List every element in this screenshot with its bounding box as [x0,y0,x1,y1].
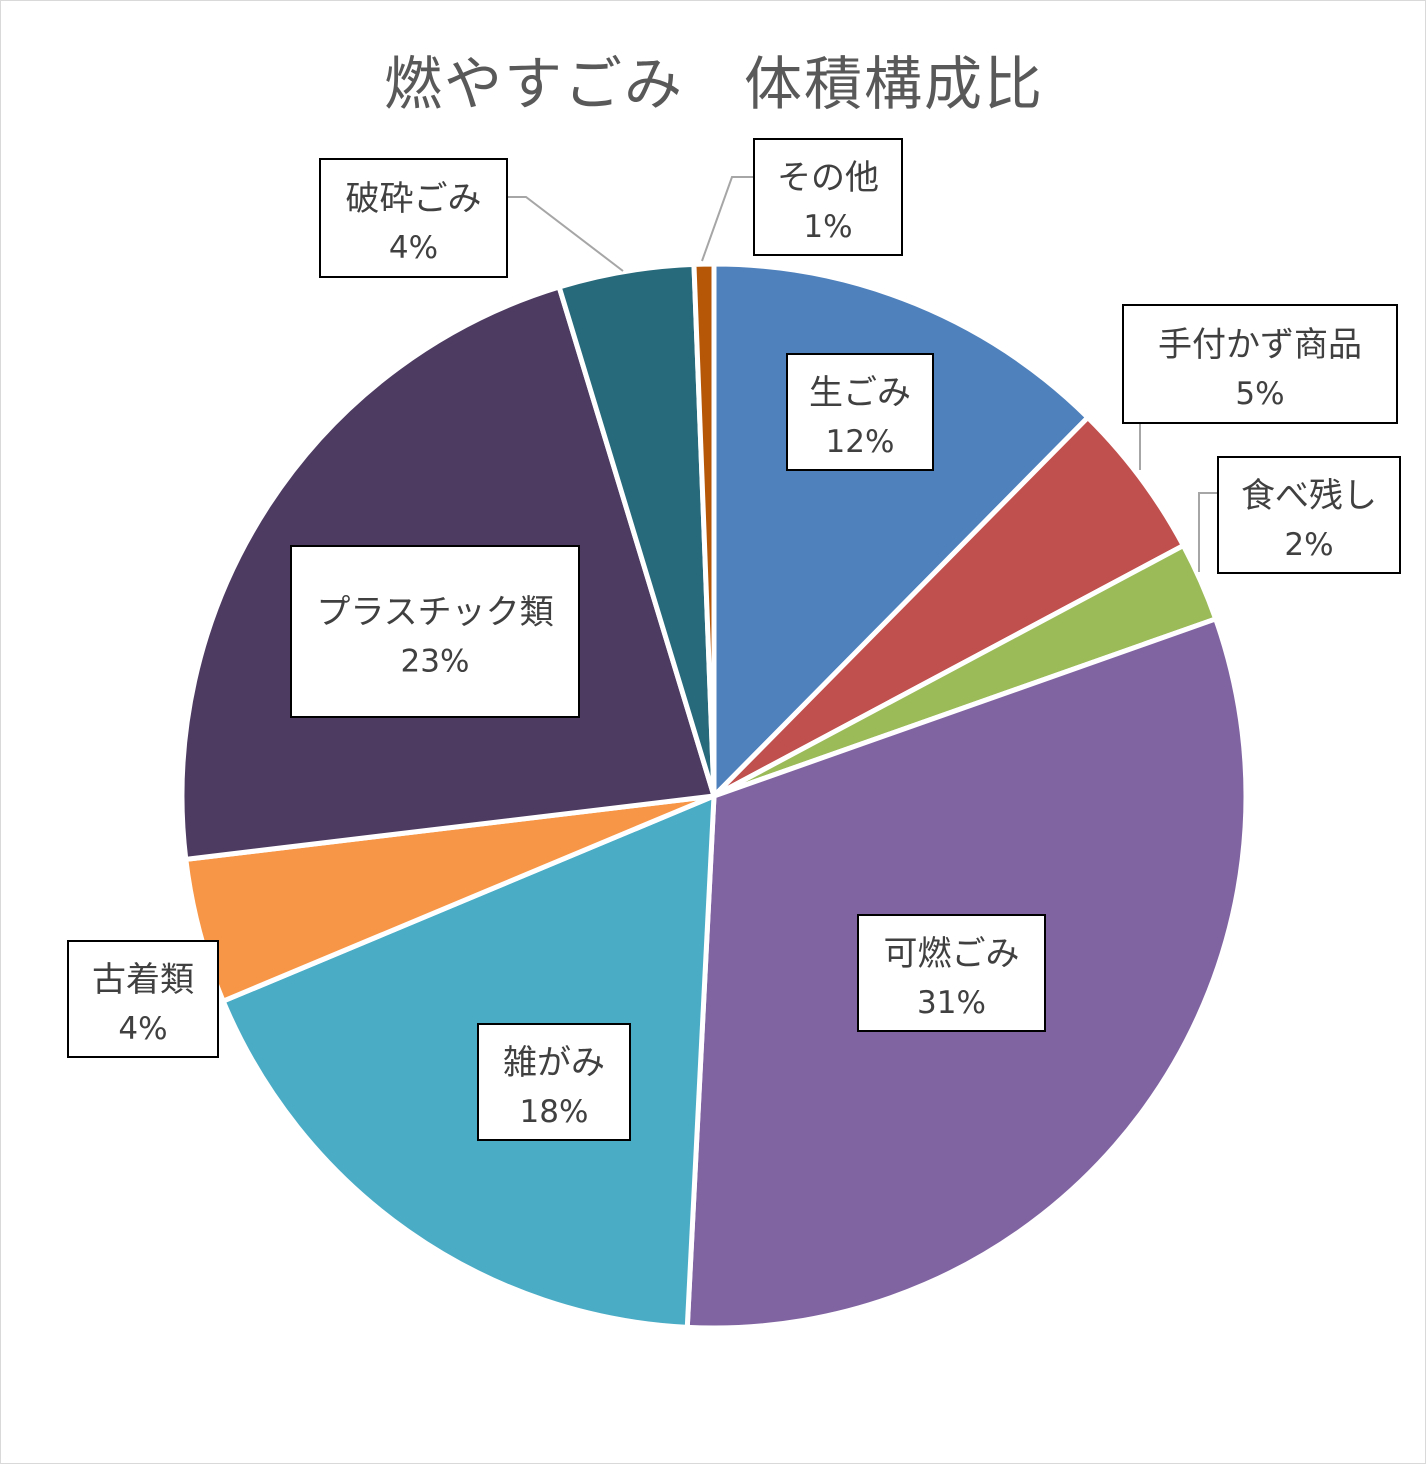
data-label-box [290,545,580,718]
data-label-box [1217,456,1401,574]
data-label-box [67,940,219,1058]
slice-name-label: プラスチック類 [316,593,553,633]
slice-percent-label: 1% [803,209,852,245]
leader-line [507,196,624,272]
data-label-box [1122,304,1398,424]
data-label-box [786,353,934,471]
data-label-box [477,1023,631,1141]
slice-name-label: 古着類 [92,960,194,1000]
leader-lines [507,176,1218,572]
data-label: 食べ残し 2% [1217,456,1401,574]
pie-slice [711,414,1186,799]
leader-line [1198,492,1218,572]
data-label: プラスチック類 23% [290,545,580,718]
data-label: 雑がみ 18% [477,1023,631,1141]
data-label-box [319,158,508,278]
pie-slice [220,793,717,1330]
slice-percent-label: 18% [520,1094,589,1130]
leader-line [701,176,754,262]
slice-percent-label: 2% [1284,527,1333,563]
slice-percent-label: 5% [1235,376,1284,412]
pie-slices [179,261,1249,1331]
slice-name-label: 生ごみ [809,373,911,413]
data-label: 手付かず商品 5% [1122,304,1398,424]
data-label: 古着類 4% [67,940,219,1058]
slice-name-label: その他 [777,158,879,198]
slice-percent-label: 4% [118,1011,167,1047]
chart-title: 燃やすごみ 体積構成比 [383,50,1044,118]
slice-percent-label: 31% [917,985,986,1021]
slice-percent-label: 4% [389,230,438,266]
slice-name-label: 雑がみ [503,1043,605,1083]
data-labels: 生ごみ 12% 手付かず商品 5% 食べ残し 2% 可燃ごみ 31% 雑がみ 18% 古着類 4% プラ… [67,138,1401,1141]
data-label: その他 1% [753,138,903,256]
slice-name-label: 食べ残し [1241,476,1377,516]
slice-name-label: 手付かず商品 [1158,325,1362,365]
slice-percent-label: 23% [401,644,470,680]
data-label-box [753,138,903,256]
data-label: 生ごみ 12% [786,353,934,471]
data-label: 破砕ごみ 4% [319,158,508,278]
slice-percent-label: 12% [826,424,895,460]
pie-slice [691,261,717,799]
data-label: 可燃ごみ 31% [857,914,1046,1032]
slice-name-label: 破砕ごみ [346,179,482,219]
slice-name-label: 可燃ごみ [884,934,1020,974]
data-label-box [857,914,1046,1032]
